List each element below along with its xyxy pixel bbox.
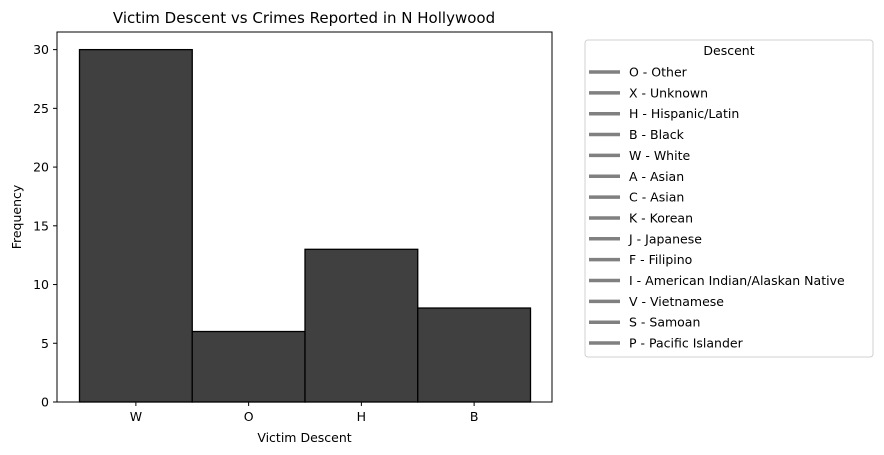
- bar-W: [78, 48, 193, 403]
- y-tick-label: 20: [33, 160, 49, 175]
- legend-label: H - Hispanic/Latin: [629, 106, 739, 121]
- y-tick-label: 30: [33, 42, 49, 57]
- legend-label: J - Japanese: [628, 231, 702, 246]
- legend-label: S - Samoan: [629, 315, 700, 330]
- y-axis-title: Frequency: [9, 184, 24, 249]
- legend-title: Descent: [703, 43, 754, 58]
- y-tick-label: 10: [33, 277, 49, 292]
- legend: Descent O - Other X - Unknown H - Hispanic…: [584, 39, 874, 358]
- legend-label: B - Black: [629, 127, 685, 142]
- x-tick-label: H: [357, 409, 366, 424]
- x-tick-label: B: [470, 409, 479, 424]
- legend-label: A - Asian: [629, 169, 684, 184]
- y-tick-label: 25: [33, 101, 49, 116]
- x-tick-label: O: [244, 409, 254, 424]
- y-tick-label: 0: [41, 395, 49, 410]
- legend-label: V - Vietnamese: [629, 294, 724, 309]
- legend-label: C - Asian: [629, 190, 684, 205]
- legend-frame: [584, 39, 874, 358]
- plot-frame: [56, 31, 553, 403]
- x-tick-label: W: [130, 409, 142, 424]
- y-tick-label: 5: [41, 336, 49, 351]
- legend-label: F - Filipino: [629, 252, 692, 267]
- legend-label: K - Korean: [629, 210, 693, 225]
- bar-B: [417, 307, 532, 403]
- legend-label: I - American Indian/Alaskan Native: [629, 273, 845, 288]
- y-tick-label: 15: [33, 218, 49, 233]
- x-axis-title: Victim Descent: [257, 430, 351, 445]
- bar-O: [191, 330, 306, 403]
- legend-label: O - Other: [629, 65, 688, 80]
- legend-label: P - Pacific Islander: [629, 336, 744, 351]
- plot-area: W O H B 0 5 10 15 20 25 30: [33, 42, 532, 424]
- bar-H: [304, 248, 419, 403]
- legend-items: O - Other X - Unknown H - Hispanic/Latin B …: [589, 65, 845, 351]
- legend-label: X - Unknown: [629, 85, 708, 100]
- chart-title: Victim Descent vs Crimes Reported in N H…: [113, 9, 495, 27]
- legend-label: W - White: [629, 148, 690, 163]
